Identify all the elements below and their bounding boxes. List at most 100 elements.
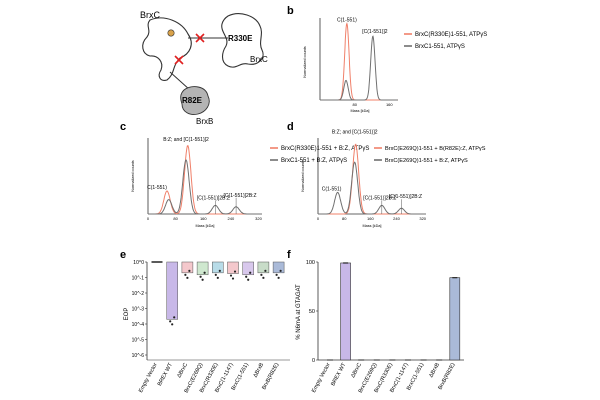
replicate-dot bbox=[249, 271, 252, 274]
chart-e-ytick: 10^-5 bbox=[132, 338, 145, 344]
chart-e-xlabel: BREX WT bbox=[157, 362, 174, 388]
chart-b-annotation: [C(1-551)]2 bbox=[362, 29, 388, 35]
label-brxb: BrxB bbox=[196, 117, 213, 126]
chart-c-annotation: B:Z; and [C(1-551)]2 bbox=[163, 137, 209, 143]
chart-b-series-orange bbox=[320, 22, 398, 101]
chart-d-xtick: 80 bbox=[342, 216, 347, 221]
replicate-dot bbox=[186, 276, 189, 279]
replicate-dot bbox=[169, 320, 172, 323]
chart-b-ylabel: Normalized counts bbox=[303, 46, 307, 78]
chart-c-series-gray bbox=[148, 159, 262, 215]
replicate-dot bbox=[203, 271, 206, 274]
chart-c-ylabel: Normalized counts bbox=[131, 160, 135, 192]
chart-d-ylabel: Normalized counts bbox=[301, 160, 305, 192]
chart-b-xlabel: Mass [kDa] bbox=[351, 109, 370, 113]
chart-d-annotation: [C(1-551)]2B:Z bbox=[389, 194, 422, 200]
label-r82e: R82E bbox=[182, 96, 203, 105]
panel-label-d: d bbox=[287, 121, 294, 133]
chart-d-annotation: [C(1-551)]2B:Z bbox=[363, 195, 396, 201]
cross-mark-icon bbox=[195, 33, 205, 43]
panel-e: e EOP 10^0 10^-1 10^-2 10^-3 10^-4 10^-5 10^-6… bbox=[120, 249, 290, 394]
replicate-dot bbox=[188, 269, 191, 272]
replicate-dot bbox=[264, 269, 267, 272]
chart-c-series-orange bbox=[148, 144, 262, 215]
legend-item: BrxC(R330E)1-551, ATPγS bbox=[415, 32, 487, 38]
label-brxc-top: BrxC bbox=[140, 10, 161, 20]
chart-f-axes: % N6mA at GTAGAT bbox=[296, 262, 464, 361]
chart-c-xtick: 240 bbox=[228, 216, 235, 221]
chart-d-xtick: 320 bbox=[419, 216, 426, 221]
chart-c-xtick: 160 bbox=[200, 216, 207, 221]
cross-mark-icon bbox=[174, 55, 184, 65]
panel-label-f: f bbox=[287, 249, 291, 261]
chart-d-annotation: B:Z; and [C(1-551)]2 bbox=[332, 130, 378, 136]
chart-e-xlabel: Empty Vector bbox=[138, 362, 159, 394]
chart-c-xtick: 320 bbox=[255, 216, 262, 221]
bar bbox=[166, 261, 178, 320]
chart-b-xtick: 80 bbox=[352, 102, 357, 107]
chart-d-xlabel: Mass [kDa] bbox=[363, 224, 382, 228]
replicate-dot bbox=[275, 273, 278, 276]
brxb-shape bbox=[180, 86, 210, 115]
bar bbox=[257, 261, 270, 274]
chart-b-series-gray bbox=[320, 35, 398, 101]
chart-f-bars bbox=[327, 262, 461, 361]
chart-d-legend: BrxC(E269Q)1-551 + B(R82E):Z, ATPγS BrxC… bbox=[374, 146, 486, 164]
replicate-dot bbox=[171, 323, 174, 326]
replicate-dot bbox=[216, 276, 219, 279]
chart-d-xtick: 240 bbox=[393, 216, 400, 221]
chart-e-bars bbox=[151, 261, 285, 326]
chart-b-annotation: C(1-551) bbox=[337, 18, 357, 24]
legend-item: BrxC(R330E)1-551 + B:Z, ATPγS bbox=[281, 146, 369, 152]
chart-c-annotation: [C(1-551)]2B:Z bbox=[197, 195, 230, 201]
panel-label-b: b bbox=[287, 5, 294, 17]
chart-d-series-gray bbox=[318, 161, 426, 215]
legend-item: BrxC(E269Q)1-551 + B:Z, ATPγS bbox=[385, 158, 468, 164]
bar bbox=[181, 261, 194, 274]
legend-item: BrxC1-551 + B:Z, ATPγS bbox=[281, 158, 347, 164]
bar bbox=[196, 261, 209, 276]
replicate-dot bbox=[229, 274, 233, 277]
interface-line-2 bbox=[169, 71, 191, 91]
chart-e-ytick: 10^-1 bbox=[132, 276, 145, 282]
replicate-dot bbox=[201, 278, 204, 281]
bar bbox=[242, 261, 254, 276]
bar bbox=[449, 277, 461, 361]
panel-a-schematic: BrxC BrxC R330E R82E BrxB bbox=[140, 10, 268, 126]
panel-label-c: c bbox=[120, 121, 126, 133]
bar bbox=[272, 261, 285, 274]
replicate-dot bbox=[199, 275, 202, 278]
label-r330e: R330E bbox=[228, 34, 253, 43]
chart-d-xtick: 0 bbox=[317, 216, 320, 221]
bar bbox=[227, 261, 239, 274]
replicate-dot bbox=[279, 269, 282, 272]
replicate-dot bbox=[231, 277, 235, 280]
chart-f-ylabel: % N6mA at GTAGAT bbox=[296, 284, 302, 340]
chart-f-xlabel: ΔBrxC bbox=[350, 362, 363, 379]
chart-e-ytick: 10^-6 bbox=[132, 353, 145, 359]
chart-e-ytick: 10^0 bbox=[133, 260, 144, 266]
chart-b-xtick: 160 bbox=[386, 102, 393, 107]
chart-c-legend: BrxC(R330E)1-551 + B:Z, ATPγS BrxC1-551 … bbox=[270, 146, 369, 164]
replicate-dot bbox=[214, 273, 217, 276]
chart-c-annotation: C(1-551) bbox=[147, 185, 167, 191]
panel-c: c Normalized counts Mass [kDa] 0 80 160 … bbox=[120, 121, 369, 228]
chart-f-ytick: 100 bbox=[306, 260, 315, 266]
chart-e-xlabel: ΔBrxC bbox=[176, 362, 189, 379]
chart-f-xlabel: Empty Vector bbox=[311, 362, 332, 394]
chart-f-xlabel: BREX WT bbox=[330, 362, 347, 388]
replicate-dot bbox=[260, 273, 263, 276]
replicate-dot bbox=[184, 273, 187, 276]
chart-b-legend: BrxC(R330E)1-551, ATPγS BrxC1-551, ATPγS bbox=[404, 32, 487, 50]
legend-item: BrxC1-551, ATPγS bbox=[415, 44, 465, 50]
chart-f-ytick: 50 bbox=[309, 309, 315, 315]
chart-e-yticks: 10^0 10^-1 10^-2 10^-3 10^-4 10^-5 10^-6 bbox=[132, 260, 147, 359]
panel-f: f % N6mA at GTAGAT 0 50 100 Empty VectorBR… bbox=[287, 249, 464, 394]
chart-e-axes: EOP bbox=[124, 262, 290, 361]
replicate-dot bbox=[262, 276, 265, 279]
chart-c-xlabel: Mass [kDa] bbox=[196, 224, 215, 228]
replicate-dot bbox=[277, 276, 280, 279]
panel-label-e: e bbox=[120, 249, 126, 261]
